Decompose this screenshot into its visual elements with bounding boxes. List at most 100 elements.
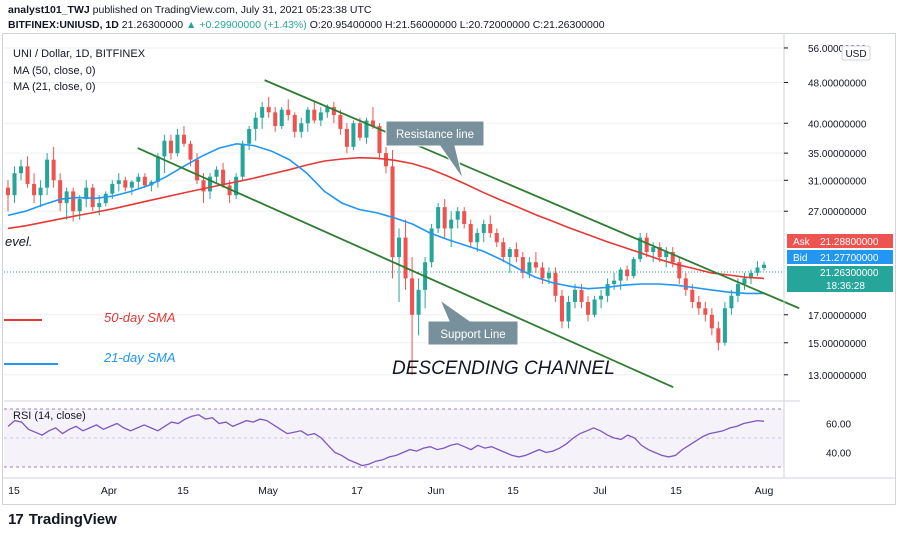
candle [168,140,173,154]
ma21-line [7,142,764,295]
candle [38,187,43,196]
candle [410,278,415,315]
candle [436,207,441,229]
candle [32,183,37,196]
candle [690,289,695,302]
candle [696,301,701,309]
tradingview-logo-icon: 17 [8,511,24,528]
candle [305,109,310,124]
candle [403,237,408,279]
candle [19,166,24,174]
candle [553,272,558,296]
candle [247,128,252,144]
price-tick-label: 13.00000000 [808,371,867,382]
rsi-tick-label: 60.00 [826,420,851,431]
candle [370,120,375,127]
candle [5,187,11,196]
candle [455,211,460,220]
channel-line [264,79,800,310]
time-tick-label: 15 [670,485,682,497]
rsi-legend[interactable]: RSI (14, close) [13,410,86,422]
candle [312,109,317,121]
candle [227,185,232,196]
candle [253,117,258,129]
candle [703,308,708,315]
candle [25,166,30,184]
time-tick-label: Jun [428,485,445,497]
sma21-label: 21-day SMA [103,350,176,365]
candle [188,143,193,160]
candle [123,180,128,188]
price-tick-label: 17.00000000 [808,311,867,322]
candle [729,295,734,309]
chart-title: UNI / Dollar, 1D, BITFINEX [13,48,146,60]
currency-box[interactable] [841,45,871,61]
candle [103,193,108,204]
candle [520,257,525,273]
candle [299,123,304,132]
candle [468,224,473,243]
support-callout [427,298,519,346]
price-axis[interactable]: 56.00000000 48.00000000 40.00000000 35.0000… [784,44,867,460]
candle [136,176,141,182]
time-tick-label: 17 [351,485,363,497]
candle [709,314,714,329]
candle [162,140,167,157]
countdown: 18:36:28 [826,281,865,292]
ask-label: Ask [793,237,811,248]
time-tick-label: Aug [755,485,774,497]
resistance-callout [385,120,485,180]
candle [540,267,545,279]
candle [273,112,278,127]
publish-line: analyst101_TWJ published on TradingView.… [8,4,371,16]
candle [181,134,186,144]
time-axis[interactable]: 15 Apr 15 May 17 Jun 15 Jul 15 Aug [8,485,773,497]
candle [716,328,721,343]
candle [481,224,486,233]
candle [507,249,512,258]
candle [748,272,753,279]
candle [638,237,643,260]
channel-label: DESCENDING CHANNEL [392,358,615,379]
candle [657,247,662,258]
candle [612,280,617,285]
bid-value: 21.27700000 [820,253,879,264]
candle [325,107,330,113]
publish-info: published on TradingView.com, July 31, 2… [92,4,372,16]
footer-brand[interactable]: 17 TradingView [8,511,117,528]
candle [110,183,115,194]
ma21-legend[interactable]: MA (21, close, 0) [13,81,96,93]
candle [735,284,740,296]
last-price: 21.26300000 [121,19,184,31]
rsi-line [7,414,765,467]
level-fragment: evel. [5,234,32,249]
candle [605,284,610,296]
currency-label: USD [845,49,866,60]
candle [416,289,421,315]
candle [175,134,180,154]
candle [514,249,519,258]
ask-badge [787,234,893,248]
candle [58,180,63,204]
candle [625,269,630,277]
candle [97,203,102,208]
bid-label: Bid [793,253,807,264]
candle [533,262,538,268]
candle [129,181,134,188]
candle [631,259,636,277]
ohlc-values: O:20.95400000 H:21.56000000 L:20.7200000… [309,19,605,31]
sma50-label: 50-day SMA [104,310,176,325]
candle [599,295,604,300]
candle [71,191,76,212]
candle [331,107,336,116]
candle [208,176,213,192]
descending-channel [137,79,800,388]
candle [462,211,467,225]
grid [4,47,784,376]
author-name[interactable]: analyst101_TWJ [8,4,90,16]
candle [566,301,571,322]
candle [279,109,284,127]
ma50-legend[interactable]: MA (50, close, 0) [13,65,96,77]
candle [234,176,239,196]
